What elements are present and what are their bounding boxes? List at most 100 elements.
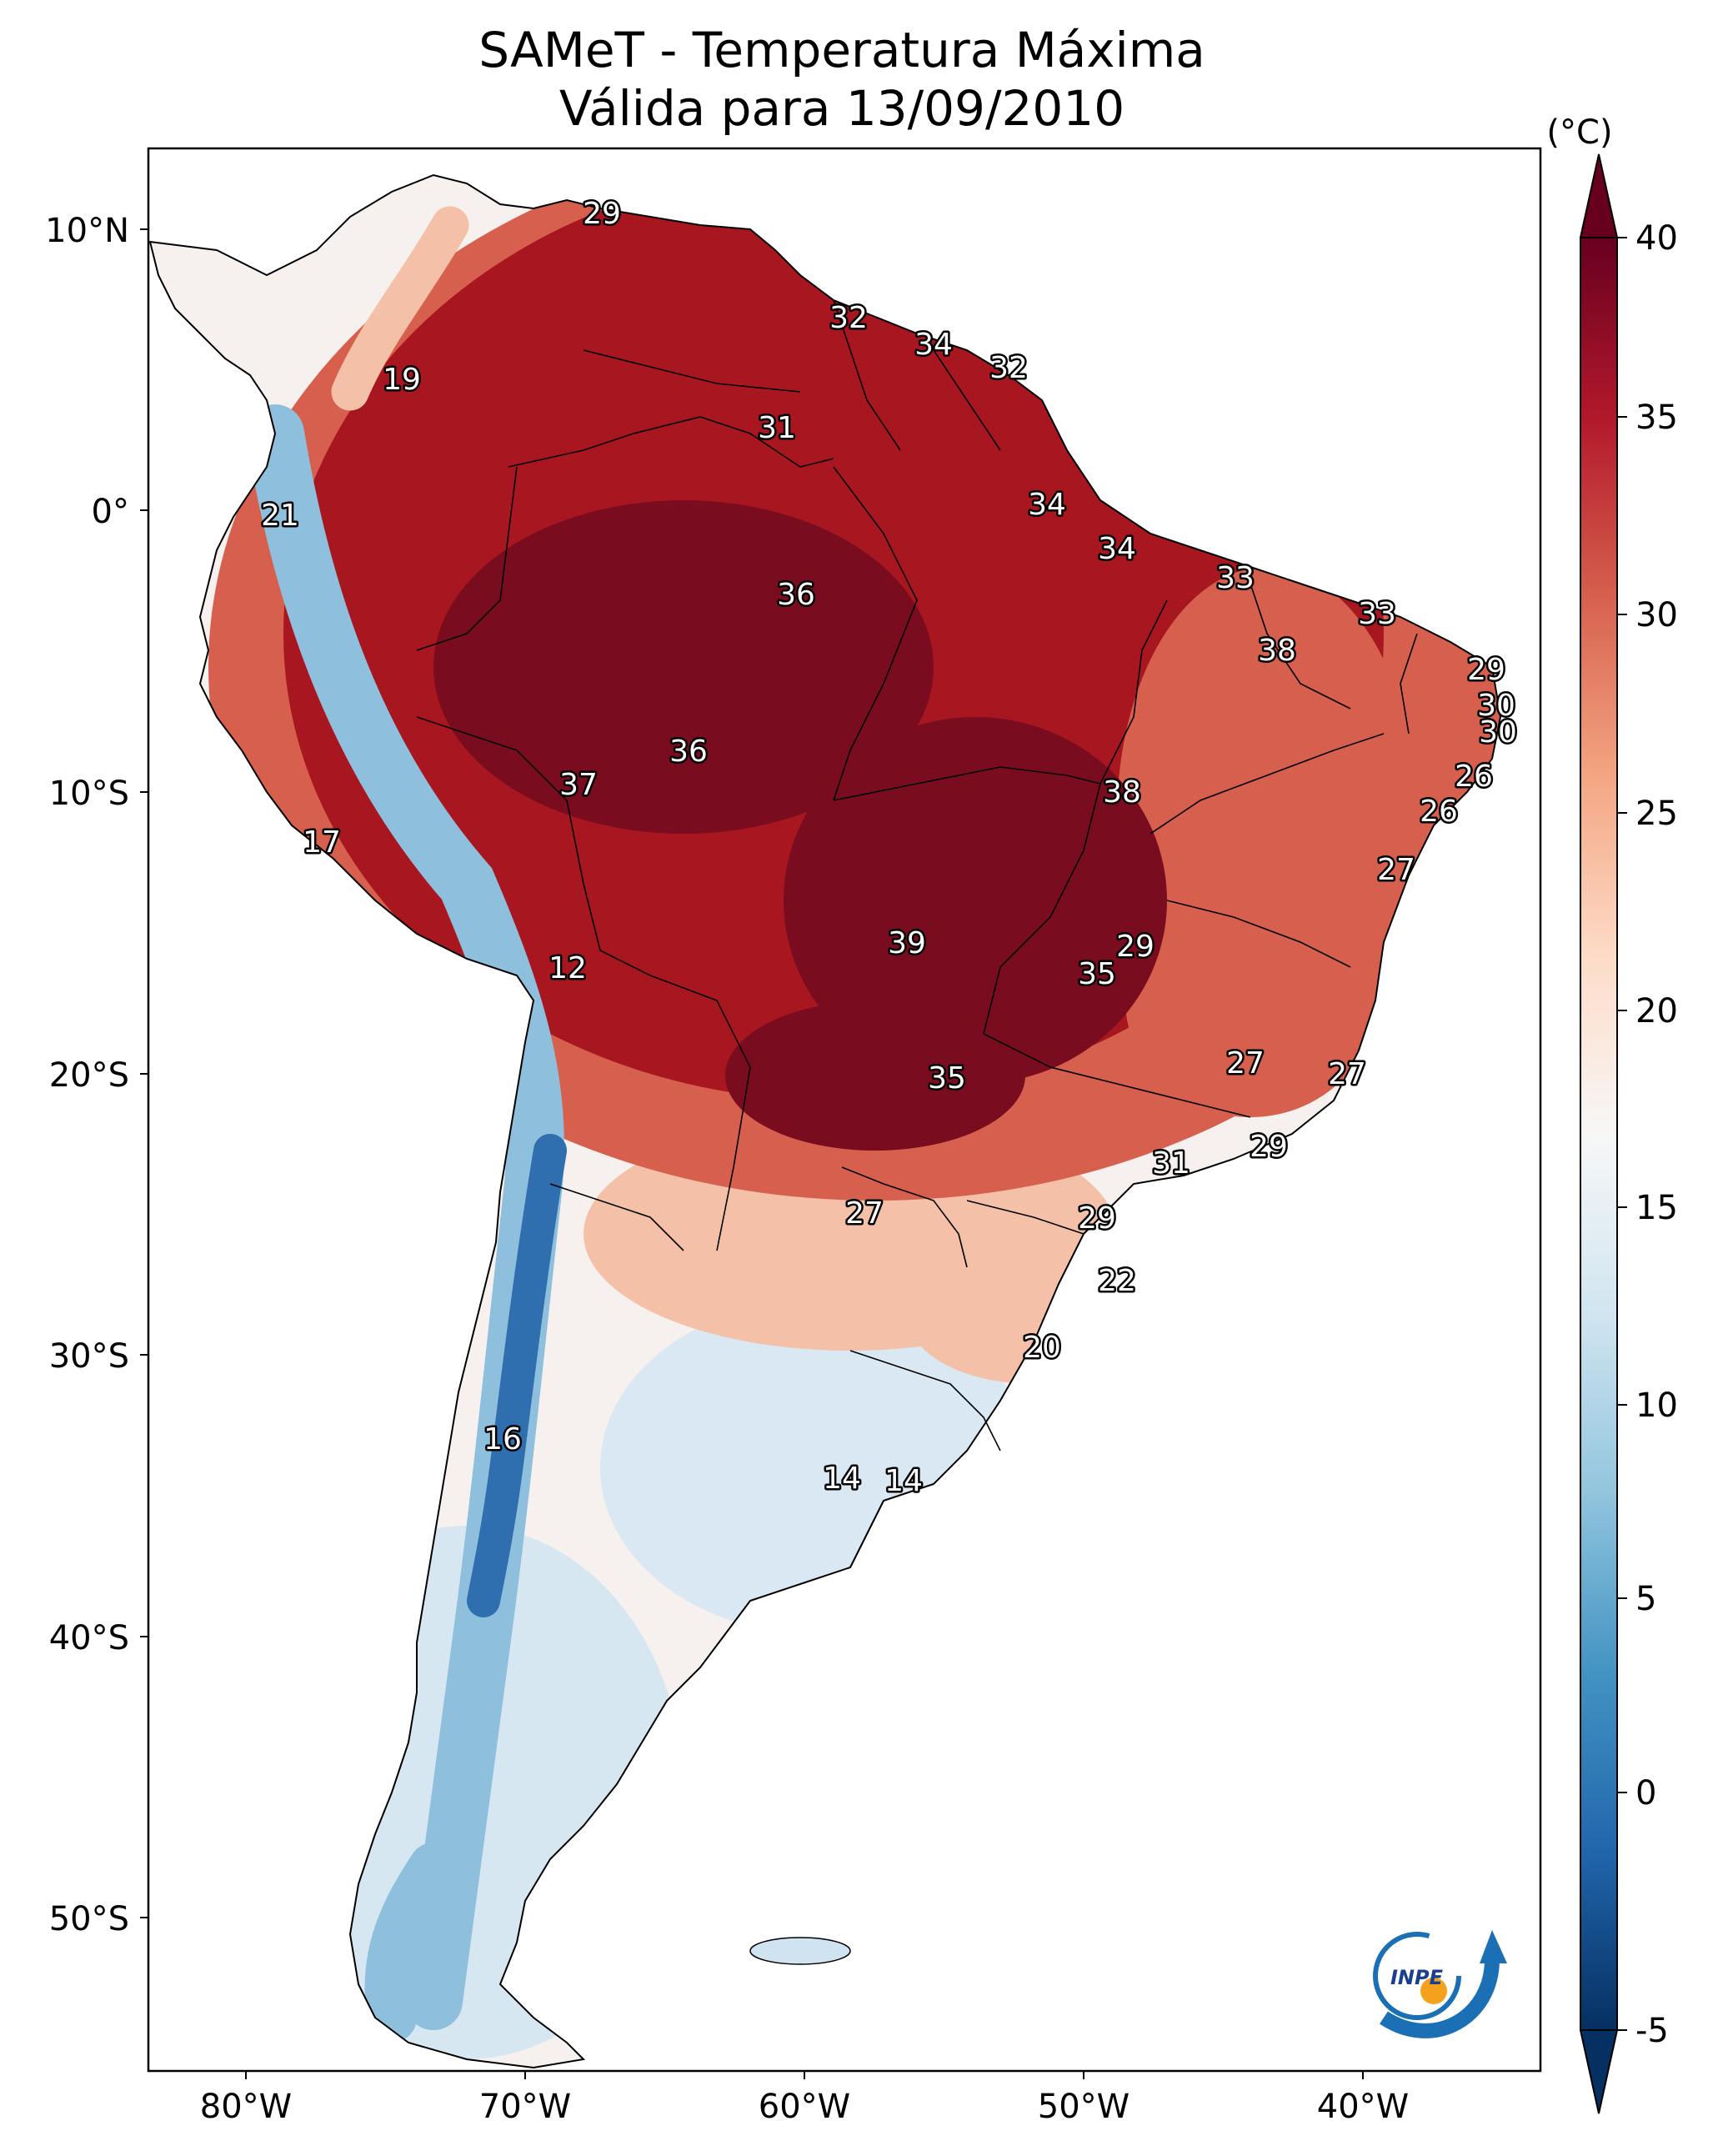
lat-tick-label: 50°S: [49, 1900, 129, 1938]
station-label: 38: [1258, 634, 1296, 668]
border-line: [508, 416, 834, 468]
amazon-hot-core: [433, 500, 934, 834]
station-label: 34: [1098, 532, 1136, 566]
station-label: 27: [1226, 1046, 1265, 1081]
station-label: 32: [989, 351, 1028, 385]
colombian-andes-mild: [331, 206, 469, 411]
station-label: 35: [928, 1061, 966, 1096]
colorbar-scale: [1580, 237, 1618, 2031]
station-label: 26: [1420, 795, 1458, 829]
lon-tick-label: 80°W: [200, 2088, 292, 2126]
title-line-2: Válida para 13/09/2010: [559, 80, 1124, 137]
station-label: 39: [888, 926, 926, 960]
inpe-logo-swoosh: [1380, 1958, 1500, 2038]
station-label: 30: [1479, 715, 1517, 750]
lon-tick-label: 70°W: [479, 2088, 571, 2126]
lat-tick-label: 20°S: [49, 1056, 129, 1095]
border-line: [583, 349, 801, 393]
station-label: 19: [383, 363, 421, 397]
inpe-logo-text: INPE: [1390, 1966, 1444, 1989]
southeast-brazil-warm-zone: [1125, 884, 1375, 1117]
lon-tick-label: 60°W: [759, 2088, 850, 2126]
station-label: 17: [303, 825, 341, 860]
station-label: 29: [1078, 1201, 1116, 1236]
colorbar-upper-extension: [1579, 153, 1619, 238]
station-labels: 29 32 34 32 19 31 21 34 34 33 36 33 38 2…: [259, 195, 1520, 1501]
colorbar-tick-label: 25: [1635, 795, 1678, 833]
station-label: 29: [583, 197, 621, 231]
colorbar: (°C) 40 35 30 25 20 15 10 5 0 -5: [1546, 113, 1678, 2114]
border-line: [833, 466, 918, 801]
colorbar-tick-label: 35: [1635, 399, 1678, 437]
colorbar-tick-label: 5: [1635, 1580, 1656, 1618]
lon-tick-label: 50°W: [1038, 2088, 1129, 2126]
station-label: 27: [1328, 1057, 1366, 1091]
border-line: [549, 1183, 684, 1251]
lat-tick-label: 30°S: [49, 1337, 129, 1376]
station-label: 20: [1023, 1331, 1061, 1365]
colorbar-tick-label: -5: [1635, 2012, 1669, 2050]
inpe-logo-dot: [1420, 1978, 1447, 2004]
border-line: [833, 299, 901, 451]
border-line: [1099, 599, 1168, 785]
station-label: 35: [1078, 957, 1116, 991]
station-label: 27: [1377, 853, 1415, 887]
station-label: 32: [829, 301, 868, 335]
lon-tick-label: 40°W: [1317, 2088, 1409, 2126]
colorbar-tick-label: 40: [1635, 219, 1678, 258]
lon-axis: 80°W 70°W 60°W 50°W 40°W: [200, 2071, 1409, 2126]
station-label: 27: [845, 1196, 884, 1231]
colorbar-tick-label: 30: [1635, 596, 1678, 634]
map-frame: [147, 147, 1542, 2073]
title-line-1: SAMeT - Temperatura Máxima: [478, 22, 1205, 78]
border-line: [966, 1200, 1084, 1235]
border-line: [983, 1033, 1251, 1118]
border-line: [933, 349, 1001, 451]
station-label: 36: [669, 735, 708, 769]
lat-axis: 10°N 0° 10°S 20°S 30°S 40°S 50°S: [45, 212, 148, 1938]
station-label: 33: [1216, 561, 1255, 595]
inpe-logo: INPE: [1373, 1930, 1507, 2038]
station-label: 14: [884, 1464, 923, 1498]
station-label: 31: [758, 411, 796, 445]
pantanal-hot-core: [725, 1000, 1025, 1151]
border-line: [983, 783, 1101, 1035]
border-line: [841, 1166, 968, 1268]
border-line: [849, 1350, 1001, 1452]
lat-tick-label: 10°S: [49, 775, 129, 813]
colorbar-tick-label: 20: [1635, 992, 1678, 1030]
colorbar-lower-extension: [1579, 2029, 1619, 2114]
country-borders: [416, 299, 1418, 1452]
border-line: [416, 466, 518, 651]
station-label: 16: [483, 1422, 522, 1457]
lat-tick-label: 40°S: [49, 1619, 129, 1657]
colorbar-tick-label: 0: [1635, 1774, 1656, 1813]
patagonian-icefield: [364, 1843, 458, 2043]
station-label: 34: [914, 328, 953, 362]
falkland-islands: [749, 1937, 851, 1965]
station-label: 30: [1477, 689, 1515, 723]
station-label: 34: [1028, 488, 1066, 522]
inpe-logo-ring: [1373, 1932, 1461, 2020]
central-hot-core: [784, 717, 1167, 1084]
border-line: [1150, 733, 1385, 835]
lat-tick-label: 10°N: [45, 212, 129, 250]
andes-core-cold: [467, 1134, 567, 1617]
border-line: [649, 975, 751, 1251]
border-line: [1400, 633, 1418, 735]
station-label: 29: [1467, 653, 1505, 687]
inpe-logo-arrow-icon: [1480, 1930, 1507, 1963]
station-label: 33: [1358, 597, 1396, 631]
station-label: 12: [548, 951, 587, 985]
station-label: 22: [1098, 1264, 1136, 1298]
station-label: 31: [1152, 1146, 1190, 1181]
border-line: [1166, 900, 1351, 968]
station-label: 29: [1116, 930, 1155, 964]
station-label: 37: [559, 768, 598, 802]
colorbar-tick-label: 10: [1635, 1386, 1678, 1425]
border-line: [833, 766, 1101, 801]
station-label: 21: [261, 499, 299, 533]
colorbar-unit-label: (°C): [1546, 113, 1612, 152]
station-label: 38: [1103, 775, 1141, 810]
